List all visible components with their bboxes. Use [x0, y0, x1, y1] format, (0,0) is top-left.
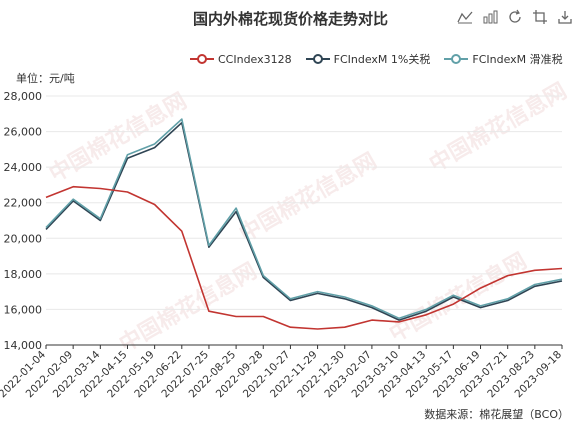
y-tick-label: 28,000 [4, 90, 43, 103]
legend: CCIndex3128 FCIndexM 1%关税 FCIndexM 滑准税 [190, 51, 563, 67]
legend-marker-cc [190, 54, 214, 64]
y-tick-label: 16,000 [4, 303, 43, 316]
y-tick-label: 20,000 [4, 232, 43, 245]
y-tick-label: 22,000 [4, 197, 43, 210]
y-axis-unit: 单位：元/吨 [16, 72, 75, 85]
legend-item-fc2[interactable]: FCIndexM 滑准税 [444, 51, 563, 67]
y-tick-label: 26,000 [4, 126, 43, 139]
legend-item-cc[interactable]: CCIndex3128 [190, 51, 292, 67]
series-line-1 [45, 121, 563, 321]
series-line-2 [45, 118, 563, 320]
legend-label-cc: CCIndex3128 [218, 52, 292, 66]
bar-chart-icon[interactable] [481, 8, 498, 25]
toolbar [456, 8, 573, 25]
series-line-0 [45, 185, 563, 330]
data-source: 数据来源：棉花展望（BCO） [424, 408, 569, 421]
line-chart-icon[interactable] [456, 8, 473, 25]
zoom-icon[interactable] [531, 8, 548, 25]
y-tick-label: 18,000 [4, 268, 43, 281]
download-icon[interactable] [556, 8, 573, 25]
legend-label-fc1: FCIndexM 1%关税 [333, 53, 431, 66]
chart-title: 国内外棉花现货价格走势对比 [192, 10, 388, 28]
y-tick-label: 14,000 [4, 339, 43, 352]
y-tick-label: 24,000 [4, 161, 43, 174]
legend-marker-fc1 [305, 54, 330, 64]
legend-item-fc1[interactable]: FCIndexM 1%关税 [305, 51, 431, 67]
refresh-icon[interactable] [506, 8, 523, 25]
legend-marker-fc2 [444, 54, 469, 64]
legend-label-fc2: FCIndexM 滑准税 [472, 53, 563, 66]
